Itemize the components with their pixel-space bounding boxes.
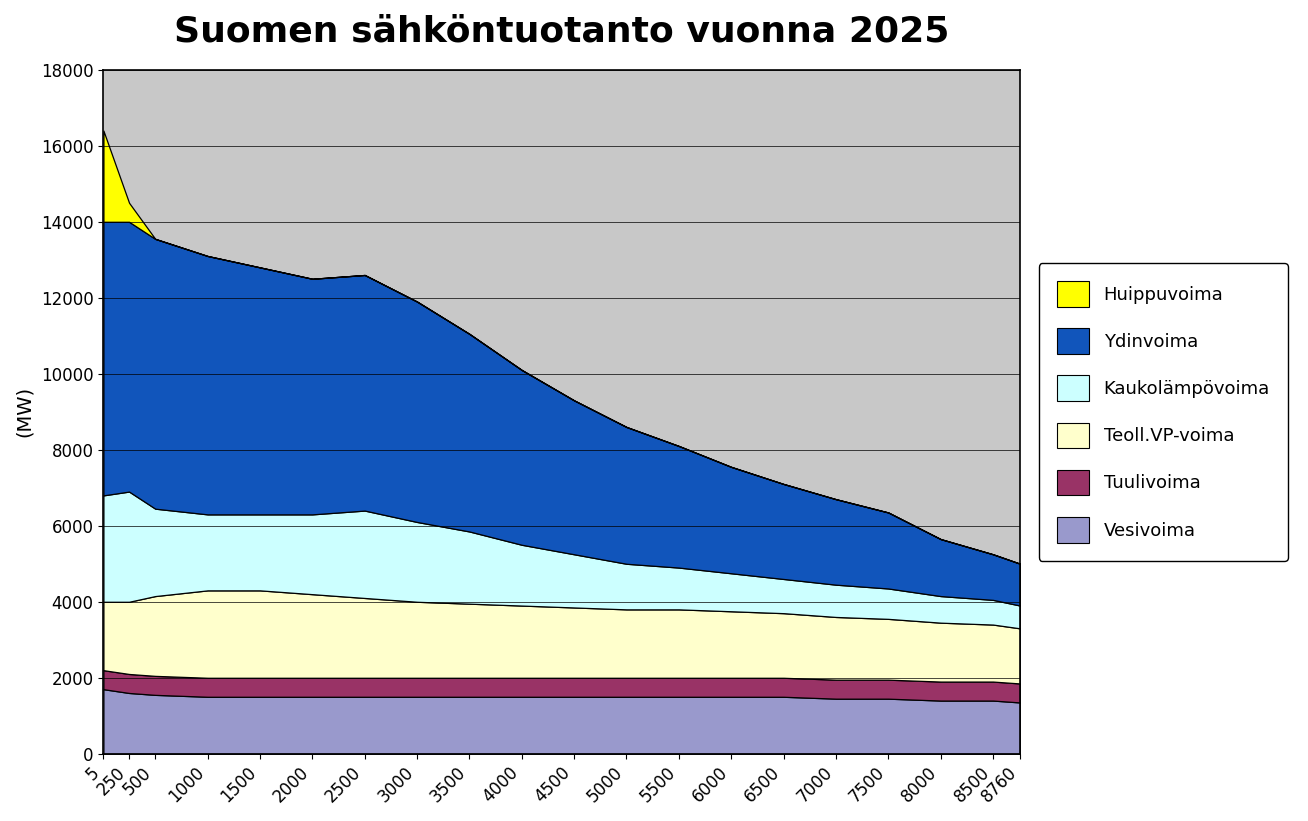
- Y-axis label: (MW): (MW): [14, 386, 34, 438]
- Legend: Huippuvoima, Ydinvoima, Kaukolämpövoima, Teoll.VP-voima, Tuulivoima, Vesivoima: Huippuvoima, Ydinvoima, Kaukolämpövoima,…: [1039, 263, 1288, 561]
- Title: Suomen sähköntuotanto vuonna 2025: Suomen sähköntuotanto vuonna 2025: [174, 15, 950, 49]
